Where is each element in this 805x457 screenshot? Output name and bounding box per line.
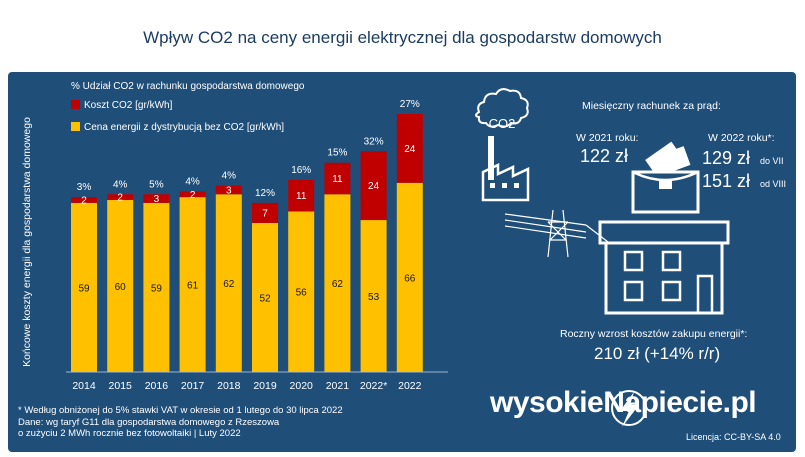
x-tick-label: 2016 — [145, 380, 169, 392]
year-2021-value: 122 zł — [580, 146, 629, 166]
label-energy-value: 60 — [115, 282, 127, 293]
share-label: 32% — [364, 136, 384, 147]
year-2022-value-1: 129 zł — [702, 148, 751, 168]
power-line-icon — [504, 209, 609, 258]
label-co2-value: 2 — [81, 196, 87, 207]
legend-energy-label: Cena energii z dystrybucją bez CO2 [gr/k… — [84, 122, 284, 133]
share-label: 4% — [185, 176, 200, 187]
main-panel: % Udział CO2 w rachunku gospodarstwa dom… — [8, 72, 796, 452]
label-energy-value: 61 — [187, 281, 199, 292]
x-tick-label: 2021 — [326, 380, 350, 392]
label-co2-value: 7 — [262, 208, 268, 219]
year-2022-label: W 2022 roku*: — [708, 132, 775, 144]
label-energy-value: 66 — [404, 273, 416, 284]
bar-co2 — [215, 185, 242, 195]
label-co2-value: 11 — [296, 191, 307, 202]
bar-energy — [324, 194, 351, 372]
share-title: % Udział CO2 w rachunku gospodarstwa dom… — [71, 81, 305, 92]
lightning-icon — [611, 390, 647, 427]
share-label: 12% — [255, 188, 275, 199]
factory-icon: CO2 — [475, 88, 530, 202]
y-axis-label: Końcowe koszty energii dla gospodarstwa … — [21, 117, 33, 367]
bar-energy — [71, 202, 97, 372]
bar-co2 — [179, 191, 206, 198]
x-tick-label: 2022* — [360, 380, 387, 392]
label-energy-value: 59 — [151, 283, 163, 294]
year-2022-note-2: od VIII — [760, 179, 787, 189]
footnote-line-2: Dane: wg taryf G11 dla gospodarstwa domo… — [18, 416, 280, 428]
year-2021-label: W 2021 roku: — [576, 132, 639, 144]
legend-energy-swatch — [71, 122, 80, 131]
bar-co2 — [107, 194, 134, 200]
share-label: 16% — [291, 165, 311, 176]
bar-energy — [179, 197, 206, 372]
bar-co2 — [324, 162, 351, 195]
bar-co2 — [288, 179, 315, 212]
legend-co2-label: Koszt CO2 [gr/kWh] — [84, 100, 173, 111]
bar-energy — [360, 220, 387, 372]
label-energy-value: 62 — [223, 279, 235, 290]
x-tick-label: 2020 — [290, 380, 314, 392]
bar-energy — [215, 194, 242, 372]
stacked-bar-chart: % Udział CO2 w rachunku gospodarstwa dom… — [21, 81, 730, 427]
footnote-line-3: o zużyciu 2 MWh rocznie bez fotowoltaiki… — [18, 428, 241, 439]
x-tick-label: 2014 — [72, 380, 96, 392]
label-energy-value: 56 — [296, 288, 308, 299]
co2-cloud-icon — [475, 88, 529, 128]
bar-co2 — [396, 114, 423, 183]
label-co2-value: 3 — [154, 194, 160, 205]
brand-logo: wysokieNapiecie.pl — [490, 386, 757, 419]
annual-increase-title: Roczny wzrost kosztów zakupu energii*: — [560, 328, 748, 340]
share-label: 3% — [77, 182, 92, 193]
legend-co2-swatch — [71, 100, 80, 109]
year-2022-note-1: do VII — [760, 156, 784, 166]
label-co2-value: 2 — [190, 190, 196, 201]
co2-cloud-label: CO2 — [489, 116, 516, 131]
label-co2-value: 2 — [117, 193, 123, 204]
label-co2-value: 3 — [226, 185, 232, 196]
share-label: 5% — [149, 179, 164, 190]
bar-co2 — [71, 197, 97, 203]
bar-co2 — [143, 194, 170, 203]
label-co2-value: 11 — [332, 174, 343, 185]
bar-energy — [252, 222, 278, 372]
label-co2-value: 24 — [368, 181, 380, 192]
wallet-icon — [631, 141, 700, 214]
share-label: 4% — [222, 171, 237, 182]
bar-energy — [107, 200, 134, 372]
x-tick-label: 2019 — [253, 380, 277, 392]
house-icon — [598, 220, 730, 315]
bar-energy — [288, 211, 315, 372]
footnote: * Według obniżonej do 5% stawki VAT w ok… — [18, 405, 343, 440]
year-2022-value-2: 151 zł — [702, 171, 751, 191]
license-text: Licencja: CC-BY-SA 4.0 — [686, 432, 781, 442]
bar-energy — [143, 202, 170, 372]
label-energy-value: 59 — [78, 283, 90, 294]
share-label: 4% — [113, 179, 128, 190]
share-label: 15% — [327, 148, 347, 159]
label-co2-value: 24 — [404, 144, 416, 155]
x-tick-label: 2015 — [109, 380, 133, 392]
x-tick-label: 2018 — [217, 380, 241, 392]
bar-co2 — [252, 202, 278, 223]
label-energy-value: 52 — [259, 293, 271, 304]
label-energy-value: 53 — [368, 292, 380, 303]
bar-energy — [396, 182, 423, 372]
share-label: 27% — [400, 99, 420, 110]
bar-co2 — [360, 151, 387, 221]
footnote-line-1: * Według obniżonej do 5% stawki VAT w ok… — [18, 405, 343, 416]
x-tick-label: 2022 — [398, 380, 422, 392]
x-tick-label: 2017 — [181, 380, 205, 392]
annual-increase-value: 210 zł (+14% r/r) — [594, 344, 721, 363]
page-title: Wpływ CO2 na ceny energii elektrycznej d… — [143, 28, 662, 47]
monthly-bill-title: Miesięczny rachunek za prąd: — [582, 100, 721, 112]
label-energy-value: 62 — [332, 279, 344, 290]
